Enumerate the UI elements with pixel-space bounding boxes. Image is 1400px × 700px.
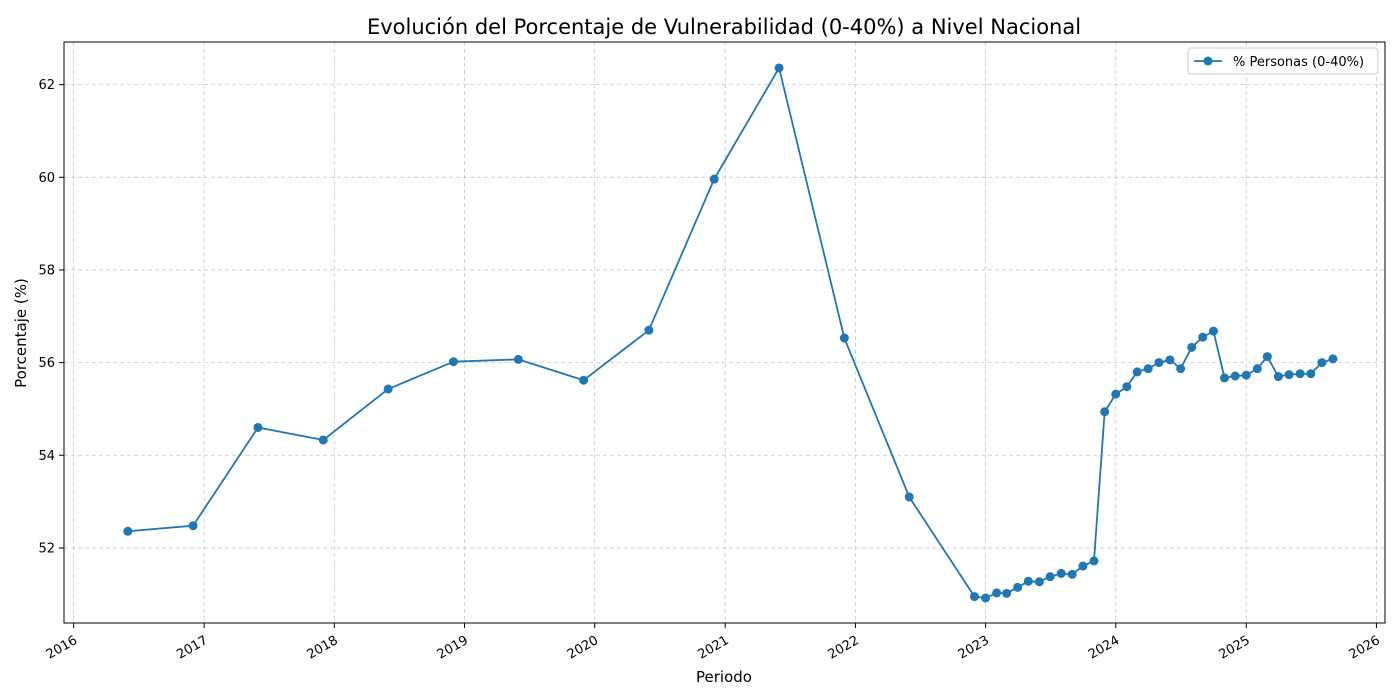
data-point: [1013, 582, 1023, 592]
data-point: [1132, 367, 1142, 377]
data-point: [579, 375, 589, 385]
x-tick-label: 2024: [1086, 633, 1122, 663]
data-point: [1111, 389, 1121, 399]
data-point: [253, 422, 263, 432]
data-point: [1002, 588, 1012, 598]
data-point: [513, 354, 523, 364]
series-line: [127, 67, 1334, 599]
data-point: [709, 174, 719, 184]
y-tick-label: 56: [38, 356, 55, 371]
y-tick-label: 58: [38, 263, 55, 278]
data-point: [1262, 352, 1272, 362]
data-point: [644, 325, 654, 335]
x-tick-label: 2017: [174, 633, 210, 663]
x-tick-label: 2023: [956, 633, 992, 663]
x-tick-label: 2026: [1347, 633, 1383, 663]
data-point: [992, 588, 1002, 598]
data-point: [383, 384, 393, 394]
y-tick-label: 52: [38, 541, 55, 556]
chart-title: Evolución del Porcentaje de Vulnerabilid…: [367, 15, 1081, 39]
legend-label: % Personas (0-40%): [1233, 55, 1364, 70]
data-point: [904, 492, 914, 502]
legend-marker-swatch: [1203, 56, 1213, 66]
data-point: [1220, 373, 1230, 383]
data-point: [1165, 355, 1175, 365]
data-point: [1034, 577, 1044, 587]
data-point: [1176, 364, 1186, 374]
data-point: [1078, 561, 1088, 571]
x-tick-label: 2018: [305, 633, 341, 663]
y-tick-label: 54: [38, 449, 55, 464]
x-tick-label: 2021: [695, 633, 731, 663]
y-axis-label: Porcentaje (%): [12, 278, 30, 388]
data-point: [1045, 572, 1055, 582]
data-point: [839, 333, 849, 343]
data-point: [1089, 556, 1099, 566]
x-tick-label: 2025: [1217, 633, 1253, 663]
data-point: [1241, 370, 1251, 380]
data-point: [1208, 326, 1218, 336]
data-point: [123, 526, 133, 536]
data-point: [1154, 358, 1164, 368]
data-point: [1284, 370, 1294, 380]
data-point: [318, 435, 328, 445]
data-point: [1328, 354, 1338, 364]
x-tick-label: 2020: [565, 633, 601, 663]
data-point: [1317, 358, 1327, 368]
x-axis-label: Periodo: [696, 668, 752, 686]
data-point: [970, 592, 980, 602]
y-tick-label: 62: [38, 78, 55, 93]
data-point: [448, 357, 458, 367]
data-point: [1295, 369, 1305, 379]
x-tick-label: 2019: [435, 633, 471, 663]
data-point: [1306, 369, 1316, 379]
data-point: [1143, 364, 1153, 374]
legend: % Personas (0-40%): [1187, 47, 1379, 75]
x-tick-label: 2016: [44, 633, 80, 663]
data-point: [1198, 332, 1208, 342]
data-point: [1067, 569, 1077, 579]
data-point: [1023, 576, 1033, 586]
data-point: [188, 521, 198, 531]
plot-frame: [63, 41, 1386, 624]
data-point: [1273, 372, 1283, 382]
data-point: [774, 63, 784, 73]
data-point: [1230, 371, 1240, 381]
data-point: [981, 593, 991, 603]
grid: [64, 42, 1385, 623]
legend-box: [1187, 47, 1379, 75]
y-axis: 52 54 56 58 60 62: [38, 78, 64, 556]
x-tick-label: 2022: [826, 633, 862, 663]
data-point: [1122, 382, 1132, 392]
data-point: [1187, 342, 1197, 352]
y-tick-label: 60: [38, 171, 55, 186]
series-layer: [123, 63, 1338, 603]
x-axis: 2016 2017 2018 2019 2020 2021 2022 2023 2024 2025…: [44, 623, 1383, 663]
data-point: [1252, 364, 1262, 374]
data-point: [1100, 407, 1110, 417]
data-point: [1056, 568, 1066, 578]
